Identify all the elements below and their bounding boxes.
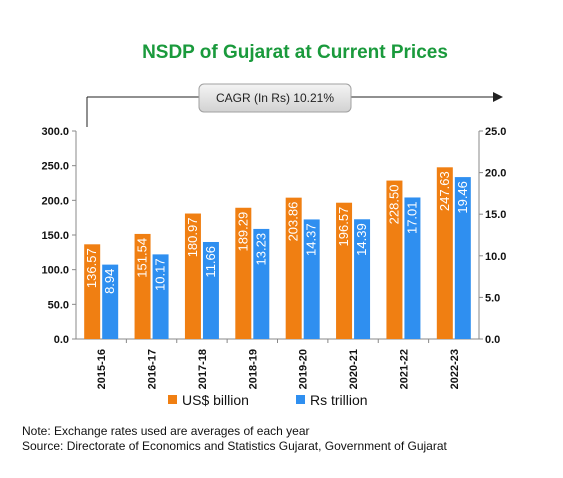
data-label-usd: 247.63 bbox=[437, 171, 452, 211]
cagr-label: CAGR (In Rs) 10.21% bbox=[216, 91, 334, 105]
bar-rs bbox=[454, 177, 471, 339]
y-left-tick-label: 50.0 bbox=[48, 299, 69, 311]
data-label-usd: 228.50 bbox=[386, 185, 401, 225]
x-tick-label: 2020-21 bbox=[348, 349, 360, 389]
chart-source: Source: Directorate of Economics and Sta… bbox=[22, 439, 447, 453]
y-left-tick-label: 150.0 bbox=[41, 230, 69, 242]
bar-rs bbox=[202, 241, 219, 339]
cagr-box bbox=[198, 83, 352, 113]
x-tick-label: 2015-16 bbox=[96, 349, 108, 389]
x-tick-label: 2021-22 bbox=[398, 349, 410, 389]
x-tick-label: 2019-20 bbox=[298, 349, 310, 389]
y-right-tick-label: 0.0 bbox=[485, 334, 500, 346]
bar-usd bbox=[235, 207, 252, 339]
bar-usd bbox=[84, 244, 101, 339]
bar-rs bbox=[303, 219, 320, 339]
y-left-tick-label: 300.0 bbox=[41, 126, 69, 138]
y-right-tick-label: 10.0 bbox=[485, 251, 506, 263]
data-label-rs: 11.66 bbox=[203, 246, 218, 278]
bar-usd bbox=[134, 233, 151, 339]
x-tick-label: 2016-17 bbox=[147, 349, 159, 389]
data-label-rs: 14.39 bbox=[354, 223, 369, 256]
bar-rs bbox=[253, 228, 270, 339]
bar-usd bbox=[436, 167, 453, 339]
bar-rs bbox=[152, 254, 169, 339]
y-left-tick-label: 250.0 bbox=[41, 161, 69, 173]
data-label-usd: 189.29 bbox=[235, 212, 250, 252]
data-label-rs: 14.37 bbox=[304, 223, 319, 256]
data-label-rs: 10.17 bbox=[153, 258, 168, 291]
y-right-tick-label: 20.0 bbox=[485, 168, 506, 180]
data-label-rs: 8.94 bbox=[102, 269, 117, 294]
bar-rs bbox=[354, 219, 371, 339]
y-right-tick-label: 5.0 bbox=[485, 292, 500, 304]
bar-usd bbox=[386, 180, 403, 339]
bar-rs bbox=[102, 264, 119, 339]
chart-title: NSDP of Gujarat at Current Prices bbox=[142, 42, 448, 63]
legend-label-usd: US$ billion bbox=[182, 392, 249, 408]
y-right-tick-label: 25.0 bbox=[485, 126, 506, 138]
x-tick-label: 2017-18 bbox=[197, 349, 209, 389]
arrow-head-icon bbox=[493, 92, 503, 102]
bar-usd bbox=[336, 202, 353, 339]
data-label-usd: 180.97 bbox=[185, 218, 200, 258]
data-label-rs: 19.46 bbox=[455, 181, 470, 214]
bar-usd bbox=[184, 213, 201, 339]
y-left-tick-label: 100.0 bbox=[41, 265, 69, 277]
legend-label-rs: Rs trillion bbox=[310, 392, 368, 408]
data-label-usd: 196.57 bbox=[336, 207, 351, 247]
data-label-usd: 203.86 bbox=[286, 202, 301, 242]
bar-rs bbox=[404, 197, 421, 339]
data-label-rs: 17.01 bbox=[404, 201, 419, 234]
bar-usd bbox=[285, 197, 302, 339]
chart-note: Note: Exchange rates used are averages o… bbox=[22, 424, 310, 438]
y-left-tick-label: 0.0 bbox=[54, 334, 69, 346]
legend-swatch-rs bbox=[296, 395, 305, 404]
x-tick-label: 2022-23 bbox=[449, 349, 461, 389]
y-right-tick-label: 15.0 bbox=[485, 209, 506, 221]
legend-swatch-usd bbox=[168, 395, 177, 404]
y-left-tick-label: 200.0 bbox=[41, 195, 69, 207]
x-tick-label: 2018-19 bbox=[247, 349, 259, 389]
data-label-rs: 13.23 bbox=[253, 233, 268, 266]
data-label-usd: 151.54 bbox=[135, 238, 150, 278]
data-label-usd: 136.57 bbox=[84, 248, 99, 288]
